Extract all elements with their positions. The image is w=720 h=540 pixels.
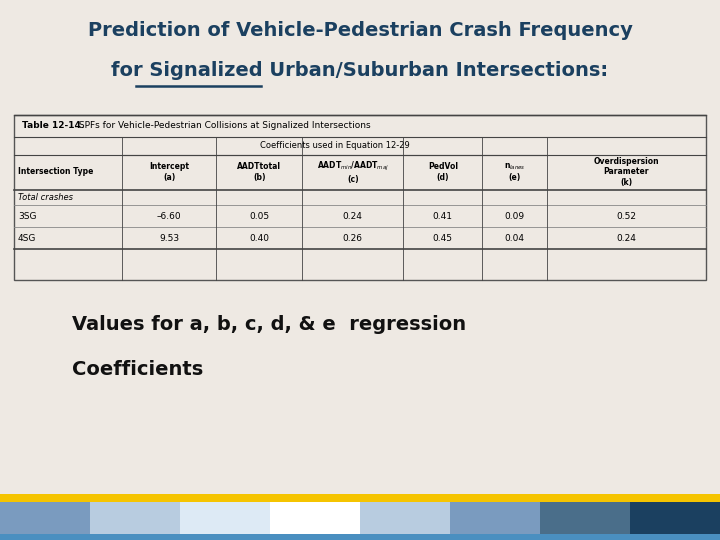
Bar — [540, 502, 630, 535]
Text: Table 12-14.: Table 12-14. — [22, 121, 84, 130]
Text: 0.24: 0.24 — [616, 234, 636, 243]
Bar — [630, 502, 720, 535]
Text: Intercept
(a): Intercept (a) — [149, 163, 189, 181]
Text: SPFs for Vehicle-Pedestrian Collisions at Signalized Intersections: SPFs for Vehicle-Pedestrian Collisions a… — [76, 121, 370, 130]
Text: –6.60: –6.60 — [157, 212, 181, 221]
Text: Total crashes: Total crashes — [18, 193, 73, 202]
Text: 0.26: 0.26 — [343, 234, 363, 243]
Text: Overdispersion
Parameter
(k): Overdispersion Parameter (k) — [593, 157, 660, 187]
Text: Values for a, b, c, d, & e  regression: Values for a, b, c, d, & e regression — [72, 315, 466, 334]
Text: 0.52: 0.52 — [616, 212, 636, 221]
Text: 3SG: 3SG — [18, 212, 37, 221]
Text: 0.41: 0.41 — [433, 212, 453, 221]
Bar — [360, 502, 450, 535]
Text: 0.24: 0.24 — [343, 212, 363, 221]
Bar — [0, 502, 90, 535]
Text: Intersection Type: Intersection Type — [18, 167, 94, 177]
Text: 0.40: 0.40 — [249, 234, 269, 243]
Text: n$_{lanes}$
(e): n$_{lanes}$ (e) — [504, 161, 526, 183]
Text: for Signalized Urban/Suburban Intersections:: for Signalized Urban/Suburban Intersecti… — [112, 62, 608, 80]
Bar — [0, 535, 720, 540]
Text: Prediction of Vehicle-Pedestrian Crash Frequency: Prediction of Vehicle-Pedestrian Crash F… — [88, 21, 632, 40]
Bar — [0, 494, 720, 502]
Bar — [450, 502, 540, 535]
Text: 0.45: 0.45 — [433, 234, 453, 243]
Text: Coefficients: Coefficients — [72, 360, 203, 379]
Text: 0.05: 0.05 — [249, 212, 269, 221]
Text: Coefficients used in Equation 12-29: Coefficients used in Equation 12-29 — [260, 141, 410, 150]
Text: 0.04: 0.04 — [505, 234, 525, 243]
Text: 0.09: 0.09 — [505, 212, 525, 221]
Text: AADT$_{min}$/AADT$_{maj}$
(c): AADT$_{min}$/AADT$_{maj}$ (c) — [317, 160, 389, 184]
Text: AADTtotal
(b): AADTtotal (b) — [237, 163, 282, 181]
Text: PedVol
(d): PedVol (d) — [428, 163, 458, 181]
Bar — [90, 502, 180, 535]
Text: 4SG: 4SG — [18, 234, 37, 243]
Bar — [180, 502, 270, 535]
Text: 9.53: 9.53 — [159, 234, 179, 243]
Bar — [270, 502, 360, 535]
